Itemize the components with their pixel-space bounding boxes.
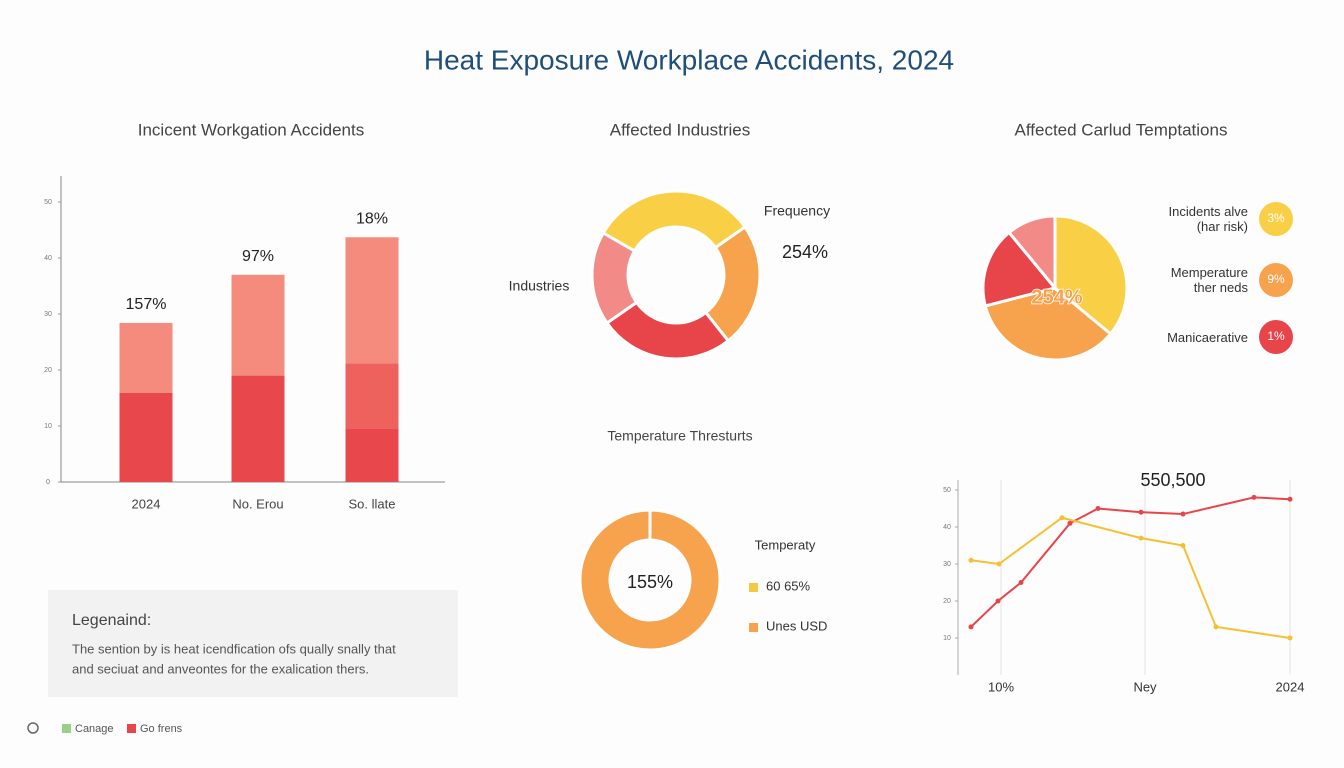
y-tick-label: 30 — [943, 561, 951, 568]
legend-badge — [1259, 320, 1293, 354]
bar-segment — [345, 237, 399, 364]
sector — [1053, 214, 1129, 337]
line-series — [970, 496, 1291, 628]
center-label: 155% — [627, 572, 673, 592]
x-tick-label: So. llate — [349, 496, 396, 511]
footer-label: Canage — [75, 723, 114, 735]
legend-badge — [1259, 263, 1293, 297]
y-tick-label: 50 — [44, 199, 52, 206]
annotation: 550,500 — [1140, 470, 1205, 490]
y-tick-label: 10 — [44, 423, 52, 430]
bar-segment — [119, 322, 173, 393]
chart-title: Temperature Thresturts — [607, 428, 752, 444]
line-point — [1018, 580, 1024, 585]
line-point — [1213, 624, 1219, 630]
y-tick-label: 0 — [46, 479, 50, 486]
bar-annotation: 157% — [126, 296, 167, 313]
line-point — [1180, 511, 1186, 517]
sector — [590, 230, 639, 326]
bar-annotation: 18% — [356, 210, 388, 227]
line-point — [1059, 515, 1065, 521]
legend-badge — [1259, 202, 1293, 236]
line-point — [1180, 543, 1186, 548]
legend-swatch — [749, 583, 758, 592]
bar-annotation: 97% — [242, 248, 274, 265]
chart-title: Affected Carlud Temptations — [1015, 120, 1228, 139]
x-tick-label: 2024 — [1276, 679, 1305, 694]
legend-box-line: and seciuat and anveontes for the exalic… — [72, 661, 369, 676]
bar-segment — [345, 363, 399, 429]
x-tick-label: 10% — [988, 679, 1014, 694]
y-tick-label: 20 — [943, 598, 951, 605]
sector — [981, 230, 1058, 308]
legend-title: Temperaty — [755, 537, 816, 552]
legend-label: Incidents alve (har risk) — [1168, 204, 1249, 234]
legend-label: Manicaerative — [1167, 329, 1248, 345]
bar-segment — [345, 428, 399, 482]
legend-badge-label: 9% — [1267, 272, 1285, 286]
line-point — [1138, 509, 1144, 515]
x-tick-label: Ney — [1133, 679, 1157, 694]
annotation: 254% — [782, 242, 828, 262]
x-tick-label: 2024 — [132, 496, 161, 511]
legend-swatch — [749, 623, 758, 632]
chart-title: Affected Industries — [610, 120, 751, 139]
center-label: 254% — [1031, 286, 1082, 308]
legend-label: Unes USD — [766, 618, 827, 633]
page-title: Heat Exposure Workplace Accidents, 2024 — [424, 44, 954, 75]
y-tick-label: 40 — [943, 524, 951, 531]
y-tick-label: 40 — [44, 255, 52, 262]
line-point — [1095, 506, 1101, 511]
legend-badge-label: 3% — [1267, 211, 1285, 225]
sector — [1006, 214, 1057, 293]
footer-swatch — [127, 724, 136, 733]
legend-box-title: Legenaind: — [72, 612, 151, 629]
y-tick-label: 30 — [44, 311, 52, 318]
annotation: Industries — [509, 278, 570, 294]
line-point — [1287, 635, 1293, 641]
sector — [983, 286, 1113, 362]
line-point — [1251, 494, 1257, 500]
legend-box — [48, 590, 458, 697]
y-tick-label: 50 — [943, 487, 951, 494]
line-point — [1067, 520, 1073, 526]
legend-label: 60 65% — [766, 578, 811, 593]
annotation: Frequency — [764, 203, 830, 219]
line-point — [968, 624, 974, 630]
x-tick-label: No. Erou — [232, 496, 283, 511]
bar-segment — [119, 392, 173, 482]
footer-label: Go frens — [140, 723, 183, 735]
line-point — [996, 561, 1002, 567]
line-point — [1138, 535, 1144, 541]
y-tick-label: 10 — [943, 635, 951, 642]
sector — [578, 508, 722, 652]
legend-badge-label: 1% — [1267, 329, 1285, 343]
y-tick-label: 20 — [44, 367, 52, 374]
legend-label: Memperature ther neds — [1170, 265, 1248, 295]
line-point — [995, 598, 1001, 604]
chart-title: Incicent Workgation Accidents — [138, 120, 364, 139]
footer-icon — [27, 722, 39, 734]
footer-swatch — [62, 724, 71, 733]
bar-segment — [231, 274, 285, 376]
legend-box-line: The sention by is heat icendfication ofs… — [72, 641, 396, 656]
sector — [601, 189, 748, 254]
line-point — [1287, 496, 1293, 502]
bar-segment — [231, 375, 285, 482]
line-series — [970, 516, 1291, 639]
line-point — [968, 557, 974, 563]
